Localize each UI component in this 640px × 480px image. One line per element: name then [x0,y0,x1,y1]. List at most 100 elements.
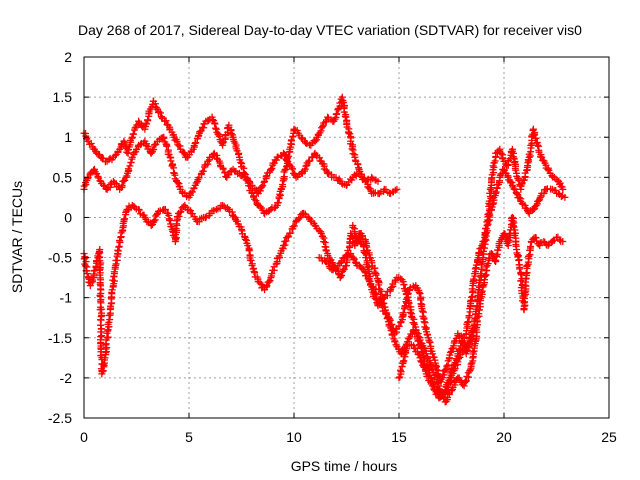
data-point-interp [150,145,158,153]
data-point-interp [530,131,538,139]
x-tick-label: 5 [185,429,193,445]
data-point [267,165,275,173]
data-point-interp [302,162,310,170]
data-point-interp [380,300,388,308]
data-point-interp [387,284,395,292]
data-point-interp [557,192,565,200]
data-point-interp [540,189,548,197]
data-point-interp [404,289,412,297]
data-point-interp [188,188,196,196]
data-point-interp [237,158,245,166]
data-point-interp [354,160,362,168]
data-point-interp [363,272,371,280]
data-point-interp [162,117,170,125]
data-point [513,189,521,197]
data-point-interp [121,215,129,223]
data-point-interp [512,166,520,174]
data-point [529,125,537,133]
data-point-interp [371,289,379,297]
data-point-interp [319,123,327,131]
data-point-interp [525,252,533,260]
data-point-interp [289,165,297,173]
data-point [158,113,166,121]
data-point-interp [482,225,490,233]
data-point [374,177,382,185]
data-point-interp [469,327,477,335]
data-point [559,185,567,193]
data-point-interp [278,181,286,189]
data-point-interp [87,139,95,147]
data-point [471,322,479,330]
data-point-interp [364,275,372,283]
data-point-interp [227,130,235,138]
data-point-interp [225,171,233,179]
data-point-interp [143,120,151,128]
data-point [416,290,424,298]
data-point-interp [296,214,304,222]
data-point-interp [201,214,209,222]
data-point-interp [263,282,271,290]
data-point-interp [443,362,451,370]
data-point-interp [289,223,297,231]
data-point-interp [426,338,434,346]
axis-ticks: 0 5 10 15 20 25 -2.5 -2 -1.5 -1 -0.5 0 0.5 1 1.5 2 [48,49,617,445]
x-tick-label: 15 [391,429,407,445]
data-point-interp [199,167,207,175]
data-point-interp [126,162,134,170]
data-point-interp [411,344,419,352]
y-tick-label: -2 [60,370,73,386]
data-point-interp [471,265,479,273]
data-point [561,193,569,201]
data-point-interp [556,179,564,187]
x-axis-label: GPS time / hours [291,458,398,474]
data-point-interp [436,393,444,401]
x-tick-label: 25 [601,429,617,445]
y-tick-label: 1 [64,129,72,145]
data-point-interp [515,194,523,202]
data-point-interp [415,333,423,341]
data-point-interp [127,159,135,167]
data-point-interp [241,235,249,243]
data-point-interp [160,134,168,142]
data-point-interp [372,271,380,279]
plot-frame [83,56,610,419]
data-point-interp [121,176,129,184]
data-point-interp [287,136,295,144]
data-point-interp [516,265,524,273]
data-point [393,185,401,193]
data-point-interp [351,258,359,266]
data-point [212,205,220,213]
data-point-interp [417,357,425,365]
data-point-interp [526,243,534,251]
data-point-interp [484,210,492,218]
data-point [416,354,424,362]
data-point-interp [333,110,341,118]
data-point-interp [480,244,488,252]
data-point-interp [497,150,505,158]
data-point-interp [314,130,322,138]
data-point-interp [386,316,394,324]
data-point [305,213,313,221]
x-tick-label: 0 [80,429,88,445]
data-point [395,374,403,382]
data-point-interp [135,206,143,214]
data-point-interp [418,358,426,366]
data-point [538,153,546,161]
data-point-interp [465,312,473,320]
data-point-interp [399,309,407,317]
data-point-interp [174,179,182,187]
data-point [508,213,516,221]
data-point-interp [450,366,458,374]
y-tick-label: -2.5 [48,410,72,426]
chart-title: Day 268 of 2017, Sidereal Day-to-day VTE… [78,22,582,38]
data-point-interp [144,116,152,124]
data-point-interp [535,240,543,248]
data-point-interp [492,188,500,196]
data-point-interp [337,272,345,280]
data-point-interp [406,308,414,316]
data-point [454,358,462,366]
data-point-interp [345,129,353,137]
data-point [492,189,500,197]
data-point-interp [462,347,470,355]
data-point-interp [211,120,219,128]
